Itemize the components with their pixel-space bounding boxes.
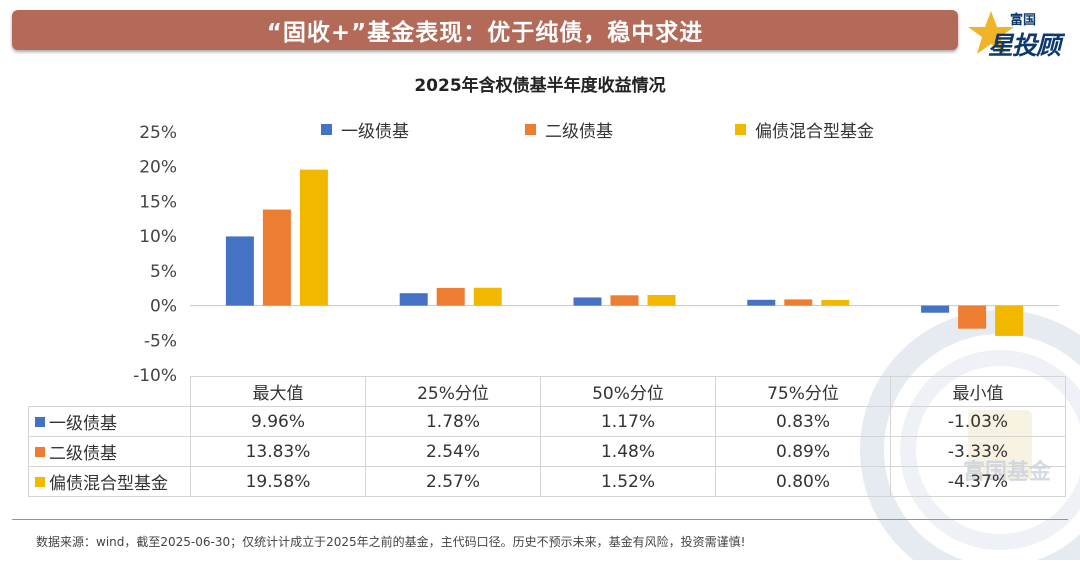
data-label: 9.96% — [190, 406, 366, 437]
y-tick-label: -5% — [144, 331, 177, 351]
data-label: 19.58% — [190, 466, 366, 497]
series-key — [35, 417, 45, 427]
bar — [747, 299, 776, 306]
table-header-row: 最大值 25%分位 50%分位 75%分位 最小值 — [29, 376, 1066, 407]
y-tick-label: 15% — [139, 192, 177, 212]
series-row-label: 一级债基 — [28, 406, 191, 437]
legend-label: 偏债混合型基金 — [755, 122, 874, 142]
legend-label: 二级债基 — [545, 122, 613, 142]
data-label: 1.48% — [540, 436, 716, 467]
bar — [784, 299, 813, 306]
bar — [473, 287, 502, 306]
data-label: -3.33% — [890, 436, 1066, 467]
bar — [995, 305, 1024, 336]
y-tick-label: 5% — [150, 262, 177, 282]
logo-top-text: 富国 — [1010, 13, 1037, 28]
legend-label: 一级债基 — [341, 122, 409, 142]
data-label: 0.89% — [715, 436, 891, 467]
brand-logo: 富国 星投顾 — [966, 6, 1072, 60]
bar — [573, 297, 602, 306]
banner-title: “固收+”基金表现：优于纯债，稳中求进 — [266, 20, 704, 46]
y-tick-label: 0% — [150, 297, 177, 317]
title-banner: “固收+”基金表现：优于纯债，稳中求进 — [12, 10, 958, 50]
data-label: 1.17% — [540, 406, 716, 437]
table-row: 一级债基 9.96% 1.78% 1.17% 0.83% -1.03% — [28, 406, 1066, 437]
data-label: 1.78% — [365, 406, 541, 437]
data-label: 0.83% — [715, 406, 891, 437]
bar — [262, 209, 291, 306]
legend-swatch — [735, 124, 746, 135]
data-table: 最大值 25%分位 50%分位 75%分位 最小值 一级债基 9.96% 1.7… — [28, 376, 1066, 497]
bar — [436, 287, 465, 306]
bar — [225, 236, 254, 306]
series-key — [35, 477, 45, 487]
data-label: 2.54% — [365, 436, 541, 467]
footer-note: 数据来源：wind，截至2025-06-30；仅统计计成立于2025年之前的基金… — [36, 535, 746, 549]
data-label: 1.52% — [540, 466, 716, 497]
legend-item-series1: 一级债基 — [321, 117, 409, 142]
y-tick-label: -10% — [133, 366, 177, 386]
y-tick-label: 20% — [139, 158, 177, 178]
legend-swatch — [525, 124, 536, 135]
category-label: 75%分位 — [715, 376, 891, 407]
star-icon — [968, 11, 1014, 54]
category-label: 50%分位 — [540, 376, 716, 407]
series-row-label: 偏债混合型基金 — [28, 466, 191, 497]
data-label: 2.57% — [365, 466, 541, 497]
bar — [647, 295, 676, 306]
data-label: 0.80% — [715, 466, 891, 497]
category-label: 25%分位 — [365, 376, 541, 407]
bar — [299, 169, 328, 306]
legend-swatch — [321, 124, 332, 135]
category-label: 最大值 — [190, 376, 366, 407]
legend-item-series3: 偏债混合型基金 — [735, 117, 874, 142]
y-tick-label: 25% — [139, 123, 177, 143]
series-key — [35, 447, 45, 457]
category-label: 最小值 — [890, 376, 1066, 407]
table-row: 二级债基 13.83% 2.54% 1.48% 0.89% -3.33% — [28, 436, 1066, 467]
footer-divider — [12, 519, 1068, 520]
bar — [399, 293, 428, 306]
bar — [821, 300, 850, 306]
table-row: 偏债混合型基金 19.58% 2.57% 1.52% 0.80% -4.37% — [28, 466, 1066, 497]
bar — [921, 305, 950, 313]
series-row-label: 二级债基 — [28, 436, 191, 467]
legend-item-series2: 二级债基 — [525, 117, 613, 142]
bar — [958, 305, 987, 329]
data-label: -1.03% — [890, 406, 1066, 437]
y-tick-label: 10% — [139, 227, 177, 247]
chart-title: 2025年含权债基半年度收益情况 — [414, 76, 666, 96]
bar — [610, 295, 639, 306]
data-label: -4.37% — [890, 466, 1066, 497]
logo-main-text: 星投顾 — [988, 31, 1061, 60]
data-label: 13.83% — [190, 436, 366, 467]
